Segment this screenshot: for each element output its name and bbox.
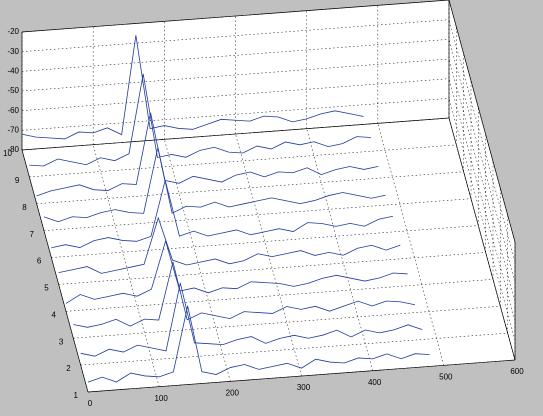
grid-line (29, 144, 457, 178)
axis-edge (87, 359, 516, 393)
axis-edge (448, 0, 516, 243)
grid-line (73, 305, 501, 339)
y-tick-label: 4 (52, 310, 57, 319)
z-tick-label: -20 (7, 27, 19, 36)
grid-line (448, 58, 516, 302)
y-tick-label: 8 (22, 203, 27, 212)
trace (87, 305, 430, 383)
grid-line (43, 198, 472, 231)
y-tick-label: 2 (66, 364, 71, 373)
trace (58, 216, 401, 274)
grid-line (448, 98, 516, 341)
y-tick-label: 3 (59, 337, 64, 346)
y-tick-label: 5 (44, 284, 49, 293)
trace (29, 73, 371, 167)
grid-line (448, 19, 516, 262)
x-tick-label: 500 (439, 372, 453, 381)
grid-line (21, 39, 450, 72)
axis-edge (21, 117, 450, 151)
grid-line (21, 58, 450, 92)
y-tick-label: 7 (30, 230, 35, 239)
grid-line (164, 139, 231, 382)
grid-line (21, 78, 450, 111)
trace (73, 261, 416, 328)
z-tick-label: -70 (7, 125, 19, 134)
x-tick-label: 600 (510, 367, 524, 376)
trace (80, 282, 423, 357)
grid-line (448, 78, 516, 321)
axis-edge (21, 0, 450, 33)
z-tick-label: -30 (7, 47, 19, 56)
y-tick-label: 6 (37, 257, 42, 266)
z-tick-label: -50 (7, 86, 19, 95)
axis-edge (21, 149, 89, 393)
grid-line (58, 252, 486, 285)
grid-line (235, 133, 302, 377)
y-tick-label: 9 (15, 176, 20, 185)
grid-line (36, 171, 464, 205)
x-tick-label: 0 (88, 399, 93, 408)
grid-line (377, 123, 445, 366)
trace (51, 180, 394, 249)
x-tick-label: 200 (226, 388, 240, 397)
grid-line (21, 19, 450, 52)
axis-edge (448, 117, 516, 361)
grid-line (306, 128, 373, 371)
z-tick-label: -80 (7, 145, 19, 154)
y-tick-label: 10 (3, 149, 12, 158)
grid-line (21, 98, 450, 131)
z-tick-label: -60 (7, 106, 19, 115)
trace (36, 112, 379, 197)
grid-line (92, 144, 160, 387)
trace (21, 35, 364, 140)
grid-line (448, 39, 516, 282)
grid-line (51, 225, 479, 258)
z-tick-label: -40 (7, 66, 19, 75)
trace (43, 147, 386, 223)
x-tick-label: 100 (154, 394, 168, 403)
grid-line (65, 279, 494, 312)
y-tick-label: 1 (74, 391, 79, 400)
grid-line (80, 332, 508, 366)
trace (65, 239, 408, 304)
x-tick-label: 400 (368, 378, 382, 387)
x-tick-label: 300 (297, 383, 311, 392)
